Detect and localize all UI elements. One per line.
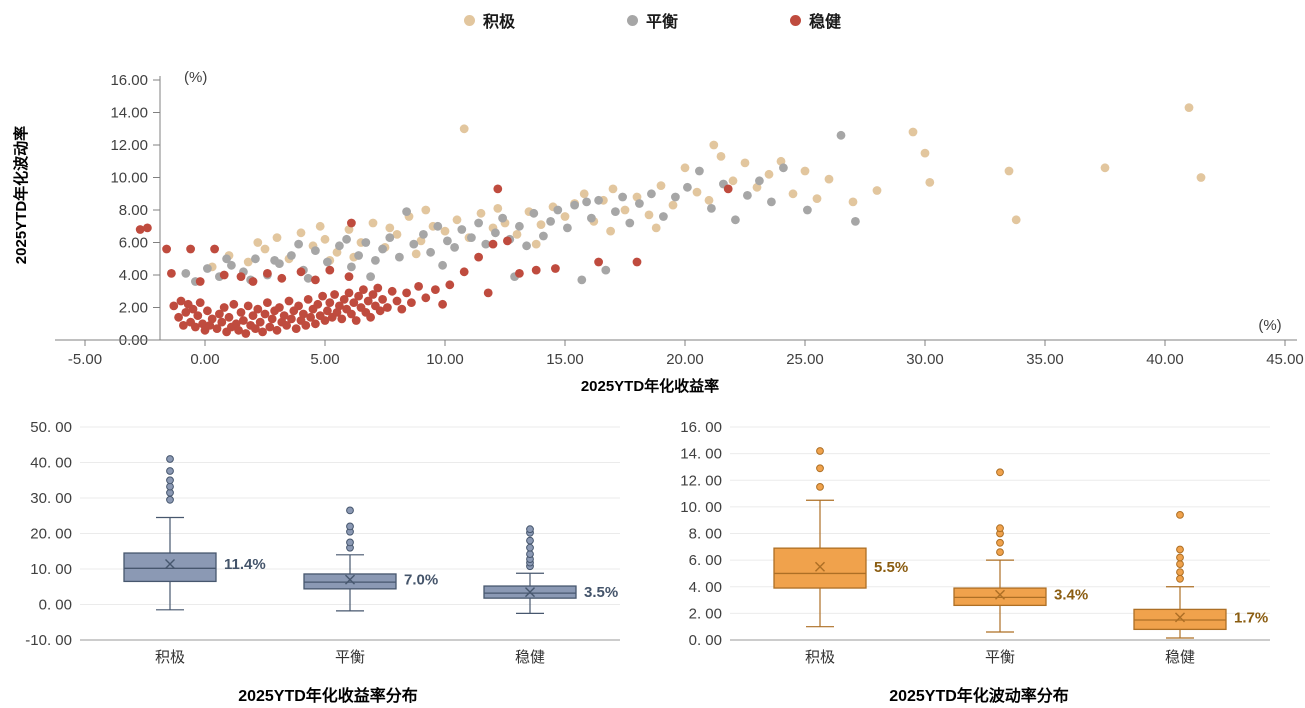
scatter-plot: 0.00 2.00 4.00 6.00 8.00 10.00 12.00 14.00 16.00… <box>55 69 1304 368</box>
svg-text:30. 00: 30. 00 <box>30 490 72 507</box>
svg-text:6. 00: 6. 00 <box>689 552 722 569</box>
svg-text:11.4%: 11.4% <box>224 556 266 573</box>
legend-item-积极: 积极 <box>463 8 515 32</box>
svg-text:35.00: 35.00 <box>1026 351 1064 368</box>
svg-text:平衡: 平衡 <box>985 649 1015 665</box>
svg-text:(%): (%) <box>184 69 207 86</box>
svg-text:12.00: 12.00 <box>110 137 148 154</box>
svg-text:3.4%: 3.4% <box>1054 587 1088 604</box>
svg-text:15.00: 15.00 <box>546 351 584 368</box>
svg-text:(%): (%) <box>1258 317 1281 334</box>
svg-text:4. 00: 4. 00 <box>689 579 722 596</box>
scatter-legend: 积极 平衡 稳健 <box>0 8 1305 32</box>
scatter-x-axis-title: 2025YTD年化收益率 <box>580 378 720 395</box>
svg-text:10. 00: 10. 00 <box>30 561 72 578</box>
svg-text:12. 00: 12. 00 <box>680 472 722 489</box>
svg-text:5.5%: 5.5% <box>874 559 908 576</box>
legend-label: 平衡 <box>645 14 678 31</box>
legend-item-稳健: 稳健 <box>790 8 841 32</box>
svg-text:7.0%: 7.0% <box>404 572 438 589</box>
svg-text:25.00: 25.00 <box>786 351 824 368</box>
svg-text:14. 00: 14. 00 <box>680 446 722 463</box>
svg-text:16. 00: 16. 00 <box>680 419 722 436</box>
svg-text:3.5%: 3.5% <box>584 584 618 601</box>
svg-text:4.00: 4.00 <box>119 267 148 284</box>
svg-text:2.00: 2.00 <box>119 300 148 317</box>
svg-text:40.00: 40.00 <box>1146 351 1184 368</box>
svg-text:稳健: 稳健 <box>515 649 545 665</box>
svg-text:10.00: 10.00 <box>426 351 464 368</box>
svg-text:-5.00: -5.00 <box>68 351 102 368</box>
svg-text:50. 00: 50. 00 <box>30 419 72 436</box>
legend-dot-icon <box>626 14 638 26</box>
svg-text:20.00: 20.00 <box>666 351 704 368</box>
legend-label: 稳健 <box>809 14 842 31</box>
svg-text:-10. 00: -10. 00 <box>25 632 72 649</box>
svg-text:0.00: 0.00 <box>190 351 219 368</box>
svg-text:0. 00: 0. 00 <box>39 597 72 614</box>
svg-text:1.7%: 1.7% <box>1234 609 1268 626</box>
svg-text:8.00: 8.00 <box>119 202 148 219</box>
volatility-boxplot-panel: 16. 00 14. 00 12. 00 10. 00 8. 00 6. 00 4. 00 2… <box>655 415 1303 706</box>
legend-item-平衡: 平衡 <box>626 8 678 32</box>
volatility-boxplot: 16. 00 14. 00 12. 00 10. 00 8. 00 6. 00 4. 00 2… <box>680 419 1270 666</box>
svg-text:8. 00: 8. 00 <box>689 526 722 543</box>
svg-text:积极: 积极 <box>155 649 185 665</box>
legend-label: 积极 <box>482 14 515 31</box>
returns-boxplot: 50. 00 40. 00 30. 00 20. 00 10. 00 0. 00 -10. … <box>25 419 620 666</box>
svg-text:10. 00: 10. 00 <box>680 499 722 516</box>
svg-text:平衡: 平衡 <box>335 649 365 665</box>
svg-text:10.00: 10.00 <box>110 170 148 187</box>
svg-text:45.00: 45.00 <box>1266 351 1304 368</box>
returns-boxplot-title: 2025YTD年化收益率分布 <box>238 688 418 705</box>
legend-dot-icon <box>463 14 475 26</box>
legend-dot-icon <box>790 14 801 26</box>
svg-text:14.00: 14.00 <box>110 105 148 122</box>
svg-text:16.00: 16.00 <box>110 72 148 89</box>
svg-text:30.00: 30.00 <box>906 351 944 368</box>
svg-text:6.00: 6.00 <box>119 235 148 252</box>
returns-boxplot-panel: 50. 00 40. 00 30. 00 20. 00 10. 00 0. 00 -10. … <box>8 415 648 706</box>
svg-text:0. 00: 0. 00 <box>689 632 722 649</box>
svg-text:40. 00: 40. 00 <box>30 455 72 472</box>
svg-text:5.00: 5.00 <box>310 351 339 368</box>
volatility-boxplot-title: 2025YTD年化波动率分布 <box>889 688 1069 705</box>
svg-text:积极: 积极 <box>805 649 835 665</box>
svg-text:20. 00: 20. 00 <box>30 526 72 543</box>
svg-text:稳健: 稳健 <box>1165 649 1195 665</box>
svg-text:2. 00: 2. 00 <box>689 605 722 622</box>
